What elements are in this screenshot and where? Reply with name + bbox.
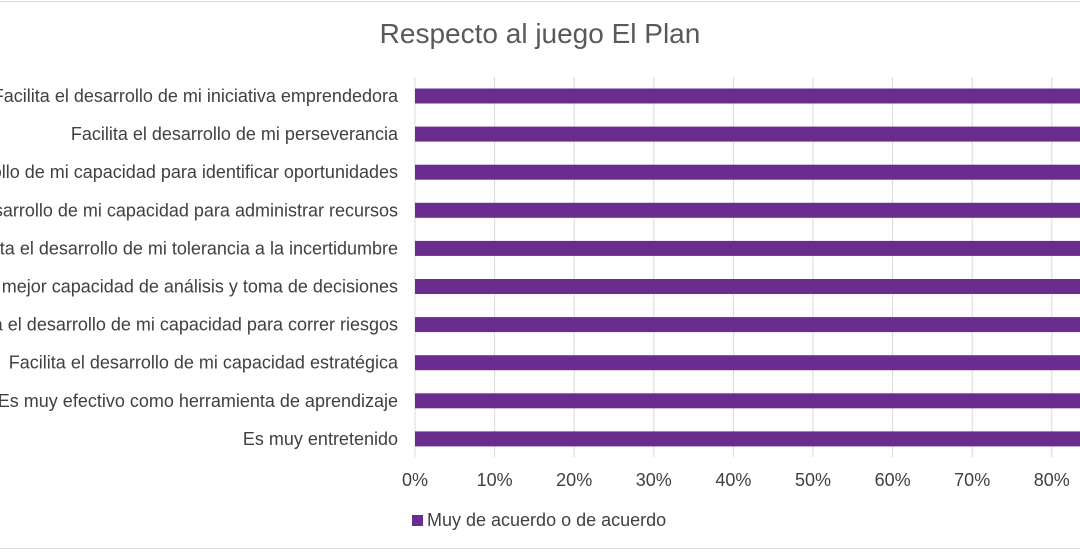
bar xyxy=(415,431,1080,447)
bar xyxy=(415,88,1080,104)
category-label: Facilita el desarrollo de mi iniciativa … xyxy=(0,86,399,106)
category-label: Es muy efectivo como herramienta de apre… xyxy=(0,391,398,411)
x-tick-label: 70% xyxy=(954,470,990,490)
x-tick-label: 20% xyxy=(556,470,592,490)
x-tick-label: 50% xyxy=(795,470,831,490)
x-tick-label: 0% xyxy=(402,470,428,490)
bar xyxy=(415,164,1080,180)
x-tick-label: 30% xyxy=(636,470,672,490)
bar xyxy=(415,126,1080,142)
bar xyxy=(415,355,1080,371)
bar xyxy=(415,279,1080,294)
category-label: Facilita el desarrollo de mi capacidad p… xyxy=(0,200,398,220)
x-tick-label: 80% xyxy=(1034,470,1070,490)
bar xyxy=(415,393,1080,409)
x-tick-label: 40% xyxy=(715,470,751,490)
legend: Muy de acuerdo o de acuerdo xyxy=(412,509,666,531)
x-tick-label: 10% xyxy=(477,470,513,490)
legend-label: Muy de acuerdo o de acuerdo xyxy=(427,509,667,530)
x-tick-label: 60% xyxy=(875,470,911,490)
chart-title: Respecto al juego El Plan xyxy=(379,18,701,49)
bar xyxy=(415,202,1080,218)
legend-swatch xyxy=(412,514,423,526)
category-label: Facilita el desarrollo de mi capacidad p… xyxy=(0,162,398,182)
category-label: Facilita el desarrollo de mi tolerancia … xyxy=(0,238,398,258)
category-label: Facilita el desarrollo de mi perseveranc… xyxy=(71,124,399,144)
category-label: Facilita el desarrollo de mi capacidad p… xyxy=(0,315,398,335)
category-label: Es muy entretenido xyxy=(243,429,398,449)
bar xyxy=(415,317,1080,333)
category-label: Permite una mejor capacidad de análisis … xyxy=(0,277,398,297)
category-label: Facilita el desarrollo de mi capacidad e… xyxy=(9,353,399,373)
bar xyxy=(415,240,1080,256)
